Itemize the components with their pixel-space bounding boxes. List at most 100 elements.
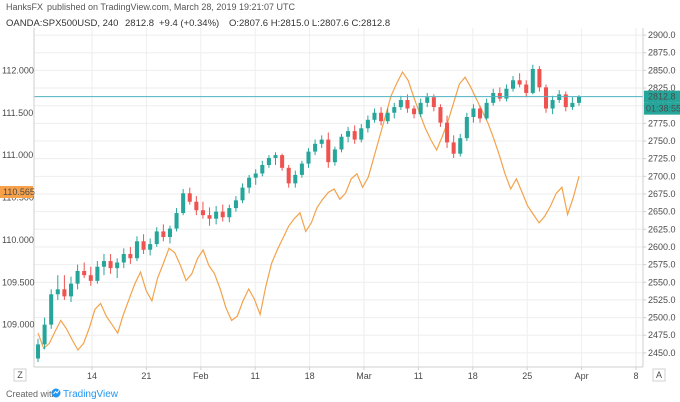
candle-down <box>161 231 166 238</box>
right-axis-tick-label: 2725.0 <box>648 154 676 164</box>
right-axis[interactable]: 2450.0 2475.0 2500.0 2525.0 2550.0 2575.0 2600… <box>642 28 680 367</box>
right-axis-tick-label: 2825.0 <box>648 83 676 93</box>
candle-up <box>576 96 582 103</box>
right-axis-tick-label: 2775.0 <box>648 118 676 128</box>
candle-down <box>379 112 384 122</box>
candle-down <box>82 270 87 276</box>
candle-up <box>471 108 476 117</box>
candle-up <box>530 68 535 93</box>
comparison-line <box>37 70 580 352</box>
right-axis-tick-label: 2500.0 <box>648 313 676 323</box>
candle-up <box>154 231 159 245</box>
candle-up <box>293 174 298 184</box>
tradingview-logo[interactable]: TradingView <box>51 388 119 401</box>
time-axis-tick-label: 14 <box>87 371 97 381</box>
candle-down <box>108 261 113 269</box>
candle-up <box>49 294 54 325</box>
candle-up <box>385 112 390 122</box>
candle-up <box>319 139 324 144</box>
candle-down <box>451 142 456 154</box>
candle-up <box>266 157 271 166</box>
candle-up <box>299 163 304 175</box>
right-axis-tick-label: 2850.0 <box>648 65 676 75</box>
candle-up <box>425 97 430 103</box>
candle-up <box>346 131 351 137</box>
right-axis-tick-label: 2650.0 <box>648 207 676 217</box>
right-axis-tick-label: 2450.0 <box>648 348 676 358</box>
time-axis-tick-label: Mar <box>356 371 372 381</box>
candle-up <box>570 102 575 108</box>
symbol-line[interactable]: OANDA:SPX500USD, 240 <box>6 18 118 29</box>
zoom-toggle-label: Z <box>17 370 23 380</box>
candle-up <box>550 100 555 109</box>
candle-up <box>491 92 496 103</box>
candle-up <box>339 136 344 150</box>
header-last-price: 2812.8 <box>125 18 154 29</box>
candle-up <box>115 262 120 269</box>
candlestick-layer <box>35 64 582 363</box>
candle-up <box>181 193 186 214</box>
auto-scale-icon[interactable] <box>652 368 666 382</box>
candle-up <box>372 112 377 120</box>
left-marker-badge <box>0 185 33 198</box>
left-marker-label: 110.565 <box>3 187 35 197</box>
right-axis-tick-label: 2600.0 <box>648 242 676 252</box>
right-axis-tick-label: 2475.0 <box>648 330 676 340</box>
tradingview-logo-mark <box>53 390 60 395</box>
right-axis-tick-label: 2550.0 <box>648 277 676 287</box>
candle-down <box>280 155 285 168</box>
left-axis[interactable]: 109.000109.500110.000110.500111.000111.5… <box>0 28 35 367</box>
candle-down <box>88 275 93 281</box>
time-axis[interactable]: 14 21 Feb 11 18 Mar 11 18 25 Apr 8 <box>34 366 643 381</box>
candle-down <box>445 122 450 143</box>
candle-up <box>253 173 258 178</box>
candle-down <box>517 80 522 85</box>
time-axis-tick-label: 11 <box>251 371 260 381</box>
time-axis-tick-label: 11 <box>414 371 423 381</box>
tradingview-brand-text: TradingView <box>63 389 119 400</box>
time-axis-tick-label: Feb <box>193 371 209 381</box>
candle-up <box>101 261 106 267</box>
candle-up <box>557 94 562 101</box>
tradingview-logo-icon <box>51 388 61 398</box>
right-axis-tick-label: 2875.0 <box>648 48 676 58</box>
candle-down <box>187 193 192 202</box>
candle-down <box>497 92 502 99</box>
candle-up <box>260 165 265 174</box>
candle-up <box>227 208 232 218</box>
grid-layer <box>34 28 643 367</box>
time-axis-tick-label: 18 <box>305 371 315 381</box>
candle-up <box>75 270 80 284</box>
candle-up <box>332 149 337 163</box>
left-axis-tick-label: 109.000 <box>2 320 35 330</box>
candle-up <box>174 213 179 229</box>
header-ohlc: O:2807.6 H:2815.0 L:2807.6 C:2812.8 <box>229 18 390 29</box>
candle-down <box>352 131 357 140</box>
created-with-text: Created with <box>6 389 57 399</box>
last-price-label: 2812.8 <box>648 92 676 102</box>
candle-up <box>134 241 139 259</box>
right-axis-tick-label: 2525.0 <box>648 295 676 305</box>
candle-up <box>240 187 245 201</box>
candle-up <box>484 102 489 119</box>
candle-down <box>431 97 436 108</box>
author-name[interactable]: HanksFX <box>6 2 43 12</box>
candle-up <box>306 151 311 164</box>
candle-down <box>326 139 331 163</box>
candle-down <box>200 210 205 216</box>
auto-scale-label: A <box>656 370 662 380</box>
candle-up <box>392 107 397 113</box>
candle-up <box>313 143 318 152</box>
candle-up <box>95 266 100 281</box>
left-axis-tick-label: 111.500 <box>2 108 33 118</box>
candle-up <box>504 88 509 99</box>
candle-up <box>359 128 364 140</box>
zoom-toggle-icon[interactable] <box>13 368 27 382</box>
candle-up <box>464 116 469 139</box>
candle-up <box>273 155 278 158</box>
countdown-label: 01:38:55 <box>646 104 680 114</box>
candle-up <box>365 119 370 129</box>
candle-down <box>207 215 212 219</box>
candle-down <box>412 108 417 115</box>
